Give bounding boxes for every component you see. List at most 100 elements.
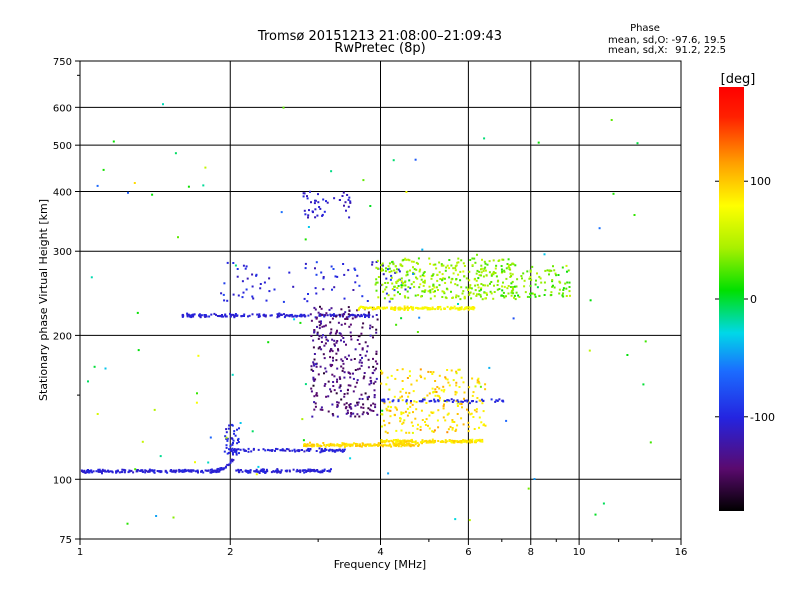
echo-point bbox=[366, 411, 369, 414]
echo-point bbox=[333, 286, 336, 289]
echo-point bbox=[196, 470, 199, 472]
echo-point bbox=[216, 315, 219, 317]
echo-point bbox=[104, 367, 107, 370]
echo-point bbox=[299, 321, 302, 324]
echo-point bbox=[521, 277, 523, 280]
echo-point bbox=[359, 315, 361, 318]
echo-point bbox=[383, 402, 386, 405]
echo-point bbox=[354, 442, 357, 445]
echo-point bbox=[509, 286, 512, 288]
echo-point bbox=[425, 418, 428, 421]
echo-point bbox=[144, 469, 147, 472]
echo-point bbox=[419, 275, 422, 278]
echo-point bbox=[443, 307, 446, 310]
echo-point bbox=[391, 297, 394, 300]
echo-point bbox=[506, 287, 509, 290]
echo-point bbox=[412, 266, 414, 269]
echo-point bbox=[205, 469, 208, 472]
echo-point bbox=[380, 372, 383, 375]
echo-point bbox=[187, 185, 190, 188]
echo-point bbox=[349, 415, 352, 418]
echo-point bbox=[308, 209, 310, 212]
echo-point bbox=[307, 226, 310, 228]
echo-point bbox=[458, 440, 461, 443]
echo-point bbox=[231, 447, 234, 450]
echo-point bbox=[336, 415, 339, 418]
echo-point bbox=[451, 428, 454, 431]
echo-point bbox=[309, 190, 311, 193]
echo-point bbox=[315, 365, 318, 368]
echo-point bbox=[358, 284, 361, 287]
echo-point bbox=[340, 334, 343, 337]
echo-point bbox=[407, 258, 410, 261]
echo-point bbox=[331, 288, 333, 291]
echo-point bbox=[329, 350, 331, 353]
echo-point bbox=[318, 447, 321, 450]
echo-point bbox=[409, 287, 412, 290]
echo-point bbox=[402, 421, 405, 424]
echo-point bbox=[550, 291, 553, 294]
echo-point bbox=[267, 448, 269, 451]
echo-point bbox=[116, 469, 119, 472]
echo-point bbox=[412, 273, 415, 275]
echo-point bbox=[373, 394, 376, 396]
echo-point bbox=[256, 313, 259, 316]
echo-point bbox=[148, 470, 151, 473]
echo-point bbox=[433, 295, 436, 298]
echo-point bbox=[548, 270, 551, 273]
echo-point bbox=[463, 397, 465, 400]
echo-point bbox=[318, 335, 321, 338]
echo-point bbox=[419, 307, 422, 310]
echo-point bbox=[481, 298, 484, 301]
echo-point bbox=[311, 415, 314, 418]
echo-point bbox=[406, 377, 409, 379]
echo-point bbox=[310, 319, 313, 322]
echo-point bbox=[535, 279, 537, 282]
echo-point bbox=[320, 322, 322, 325]
echo-point bbox=[319, 207, 322, 210]
echo-point bbox=[232, 458, 235, 461]
echo-point bbox=[345, 406, 348, 408]
echo-point bbox=[387, 405, 390, 408]
echo-point bbox=[515, 285, 518, 288]
echo-point bbox=[451, 297, 454, 299]
echo-point bbox=[307, 293, 309, 295]
echo-point bbox=[312, 339, 315, 342]
echo-point bbox=[410, 439, 412, 442]
echo-point bbox=[478, 270, 481, 273]
echo-point bbox=[237, 439, 239, 441]
echo-point bbox=[314, 287, 317, 290]
echo-point bbox=[350, 335, 352, 338]
echo-point bbox=[415, 261, 418, 264]
echo-point bbox=[481, 440, 483, 443]
echo-point bbox=[332, 381, 335, 383]
echo-point bbox=[402, 411, 405, 414]
echo-point bbox=[505, 267, 508, 270]
echo-point bbox=[530, 292, 533, 295]
phase-heading: Phase bbox=[630, 23, 660, 34]
echo-point bbox=[432, 430, 435, 433]
echo-point bbox=[255, 468, 258, 471]
echo-point bbox=[406, 305, 409, 308]
echo-point bbox=[356, 379, 359, 382]
echo-point bbox=[148, 468, 151, 471]
echo-point bbox=[305, 445, 308, 448]
echo-point bbox=[411, 424, 414, 427]
echo-point bbox=[392, 443, 395, 446]
echo-point bbox=[484, 424, 487, 427]
echo-point bbox=[477, 439, 480, 442]
echo-point bbox=[200, 470, 203, 473]
echo-point bbox=[352, 289, 355, 291]
echo-point bbox=[298, 449, 301, 452]
echo-point bbox=[444, 269, 447, 272]
echo-point bbox=[394, 406, 397, 409]
echo-point bbox=[359, 359, 362, 362]
echo-point bbox=[337, 449, 340, 452]
echo-point bbox=[450, 281, 452, 284]
echo-point bbox=[456, 284, 459, 287]
echo-point bbox=[346, 194, 349, 196]
echo-point bbox=[558, 280, 561, 283]
echo-point bbox=[404, 288, 407, 291]
echo-point bbox=[443, 388, 446, 391]
